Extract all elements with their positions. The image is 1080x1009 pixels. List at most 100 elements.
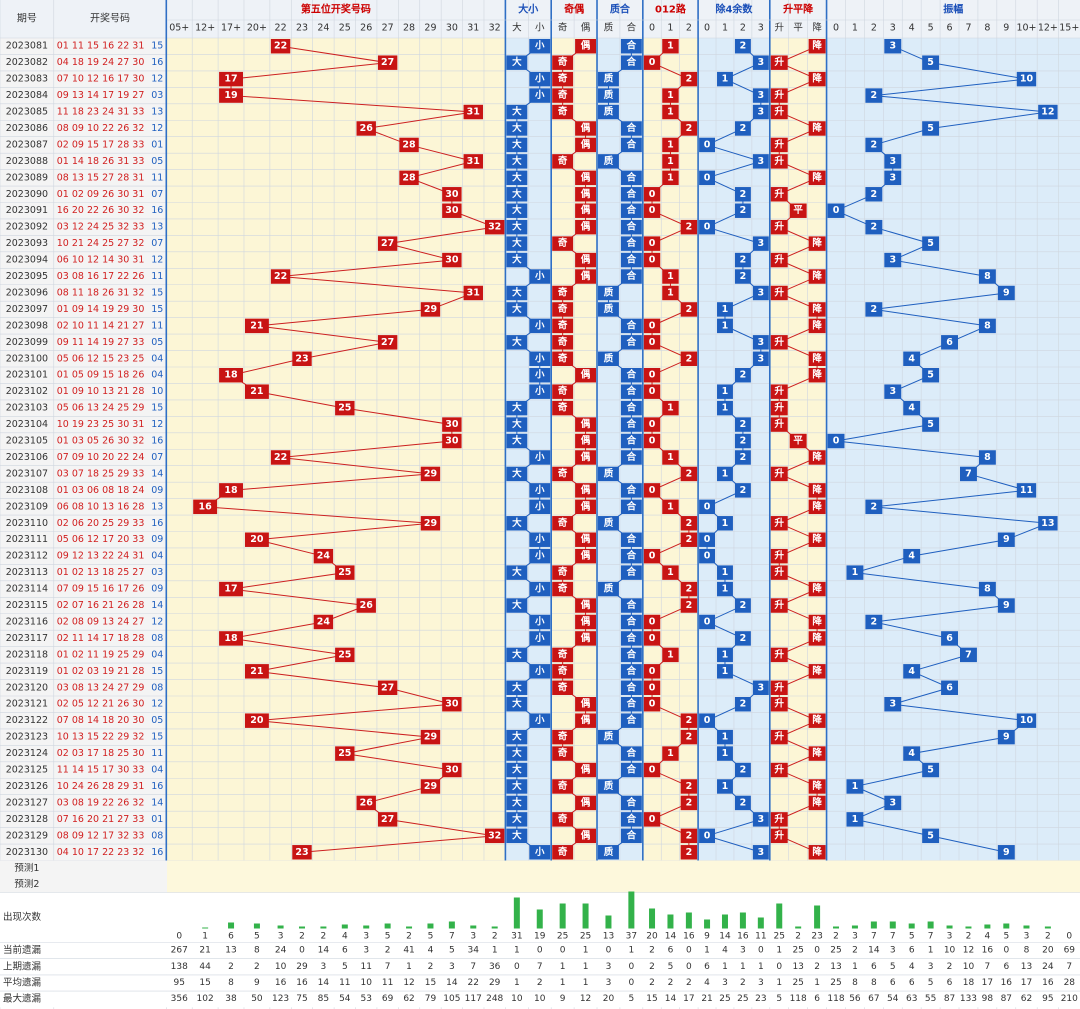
hit-mark-pc <box>620 499 642 515</box>
hit-mark-route <box>662 647 679 663</box>
period-cell: 2023123 <box>6 732 48 743</box>
hit-mark-oe <box>552 154 574 169</box>
hit-label-mod4: 2 <box>740 205 747 216</box>
period-cell: 2023129 <box>6 830 48 841</box>
stat-value: 3 <box>740 946 746 956</box>
hit-mark-pos <box>219 581 243 597</box>
occurrence-bar <box>704 919 711 929</box>
hit-label-oe: 奇 <box>558 237 568 249</box>
period-cell: 2023103 <box>6 403 48 414</box>
hit-mark-pos <box>219 88 243 103</box>
hit-label-trend: 平 <box>793 205 803 216</box>
hit-mark-oe <box>552 647 574 663</box>
hit-label-trend: 升 <box>774 221 784 233</box>
hit-mark-trend <box>808 746 826 761</box>
hit-mark-pc <box>620 697 642 712</box>
hit-mark-mod4 <box>717 664 733 679</box>
hit-label-pc: 合 <box>627 665 637 677</box>
hit-label-amp: 1 <box>852 814 859 825</box>
occurrence-value: 5 <box>1003 932 1009 942</box>
period-cell: 2023083 <box>6 74 48 85</box>
hit-mark-pos <box>244 532 269 547</box>
hit-mark-bs <box>529 450 551 465</box>
occurrence-bar <box>513 897 520 929</box>
hit-label-pc: 合 <box>627 122 637 134</box>
hit-mark-amp <box>922 417 940 432</box>
hit-label-trend: 降 <box>812 500 822 512</box>
hit-mark-trend <box>808 581 826 597</box>
period-cell: 2023126 <box>6 781 48 792</box>
hit-mark-route <box>662 154 679 169</box>
stat-value: 25 <box>792 946 803 956</box>
occurrence-bar <box>341 924 348 929</box>
hit-mark-mod4 <box>734 762 751 778</box>
hit-label-amp: 4 <box>908 748 915 759</box>
hit-mark-oe <box>552 845 574 860</box>
stat-value: 5 <box>890 962 896 972</box>
stat-value: 16 <box>1001 978 1013 988</box>
stat-label: 最大遗漏 <box>3 993 41 1005</box>
occurrence-value: 3 <box>363 932 369 942</box>
stat-value: 1 <box>560 978 566 988</box>
stat-value: 1 <box>758 962 764 972</box>
hit-mark-mod4 <box>752 351 769 366</box>
hit-mark-amp <box>846 779 864 794</box>
sub-label: 合 <box>627 22 637 34</box>
hit-mark-pc <box>598 581 619 597</box>
stat-value: 1 <box>629 946 635 956</box>
period-cell: 2023095 <box>6 271 48 282</box>
hit-label-trend: 升 <box>774 106 784 118</box>
hit-mark-pc <box>598 154 619 169</box>
hit-label-oe: 偶 <box>581 500 591 512</box>
group-title: 振幅 <box>943 3 963 16</box>
hit-label-pc: 合 <box>627 254 637 266</box>
sub-label: 5 <box>928 23 934 34</box>
hit-label-oe: 奇 <box>558 155 568 167</box>
hit-label-bs: 大 <box>512 747 522 759</box>
hit-label-pc: 质 <box>604 517 614 529</box>
hit-label-pc: 合 <box>627 648 637 660</box>
hit-label-amp: 3 <box>889 156 896 167</box>
hit-label-oe: 偶 <box>581 451 591 463</box>
hit-label-mod4: 2 <box>740 765 747 776</box>
hit-mark-mod4 <box>717 565 733 580</box>
stat-value: 10 <box>534 994 546 1004</box>
hit-mark-amp <box>865 88 883 103</box>
stat-row-bg <box>0 958 1080 975</box>
stat-value: 3 <box>606 962 612 972</box>
hit-mark-trend <box>808 351 826 366</box>
hit-label-trend: 升 <box>774 599 784 611</box>
hit-mark-route <box>643 631 661 646</box>
hit-mark-pos <box>484 219 505 235</box>
hit-label-bs: 大 <box>512 517 522 529</box>
period-cell: 2023092 <box>6 222 48 233</box>
hit-mark-trend <box>808 236 826 251</box>
hit-label-trend: 降 <box>812 846 822 858</box>
hit-label-mod4: 3 <box>758 337 765 348</box>
draw-blue-number: 16 <box>151 205 163 216</box>
hit-mark-bs <box>506 828 528 844</box>
hit-mark-route <box>643 384 661 399</box>
hit-label-trend: 降 <box>812 451 822 463</box>
hit-mark-bs <box>529 71 551 87</box>
occurrence-bar <box>298 926 305 929</box>
hit-mark-pc <box>620 812 642 827</box>
stat-value: 87 <box>944 994 955 1004</box>
stat-value: 87 <box>1001 994 1012 1004</box>
hit-label-pc: 质 <box>604 303 614 315</box>
hit-label-route: 0 <box>649 419 656 430</box>
hit-label-amp: 1 <box>852 567 859 578</box>
hit-mark-mod4 <box>734 121 751 136</box>
hit-mark-bs <box>506 187 528 202</box>
occurrence-bar <box>582 903 589 929</box>
hit-mark-mod4 <box>734 433 751 449</box>
draw-blue-number: 09 <box>151 485 163 496</box>
hit-mark-oe <box>552 302 574 317</box>
occurrence-value: 7 <box>928 932 934 942</box>
hit-label-pos: 23 <box>295 847 308 858</box>
occurrence-value: 2 <box>492 932 498 942</box>
sub-label: 22 <box>275 23 287 34</box>
draw-numbers: 08 09 10 22 26 32 <box>57 123 145 134</box>
hit-mark-amp <box>884 39 902 54</box>
hit-mark-amp <box>884 252 902 268</box>
